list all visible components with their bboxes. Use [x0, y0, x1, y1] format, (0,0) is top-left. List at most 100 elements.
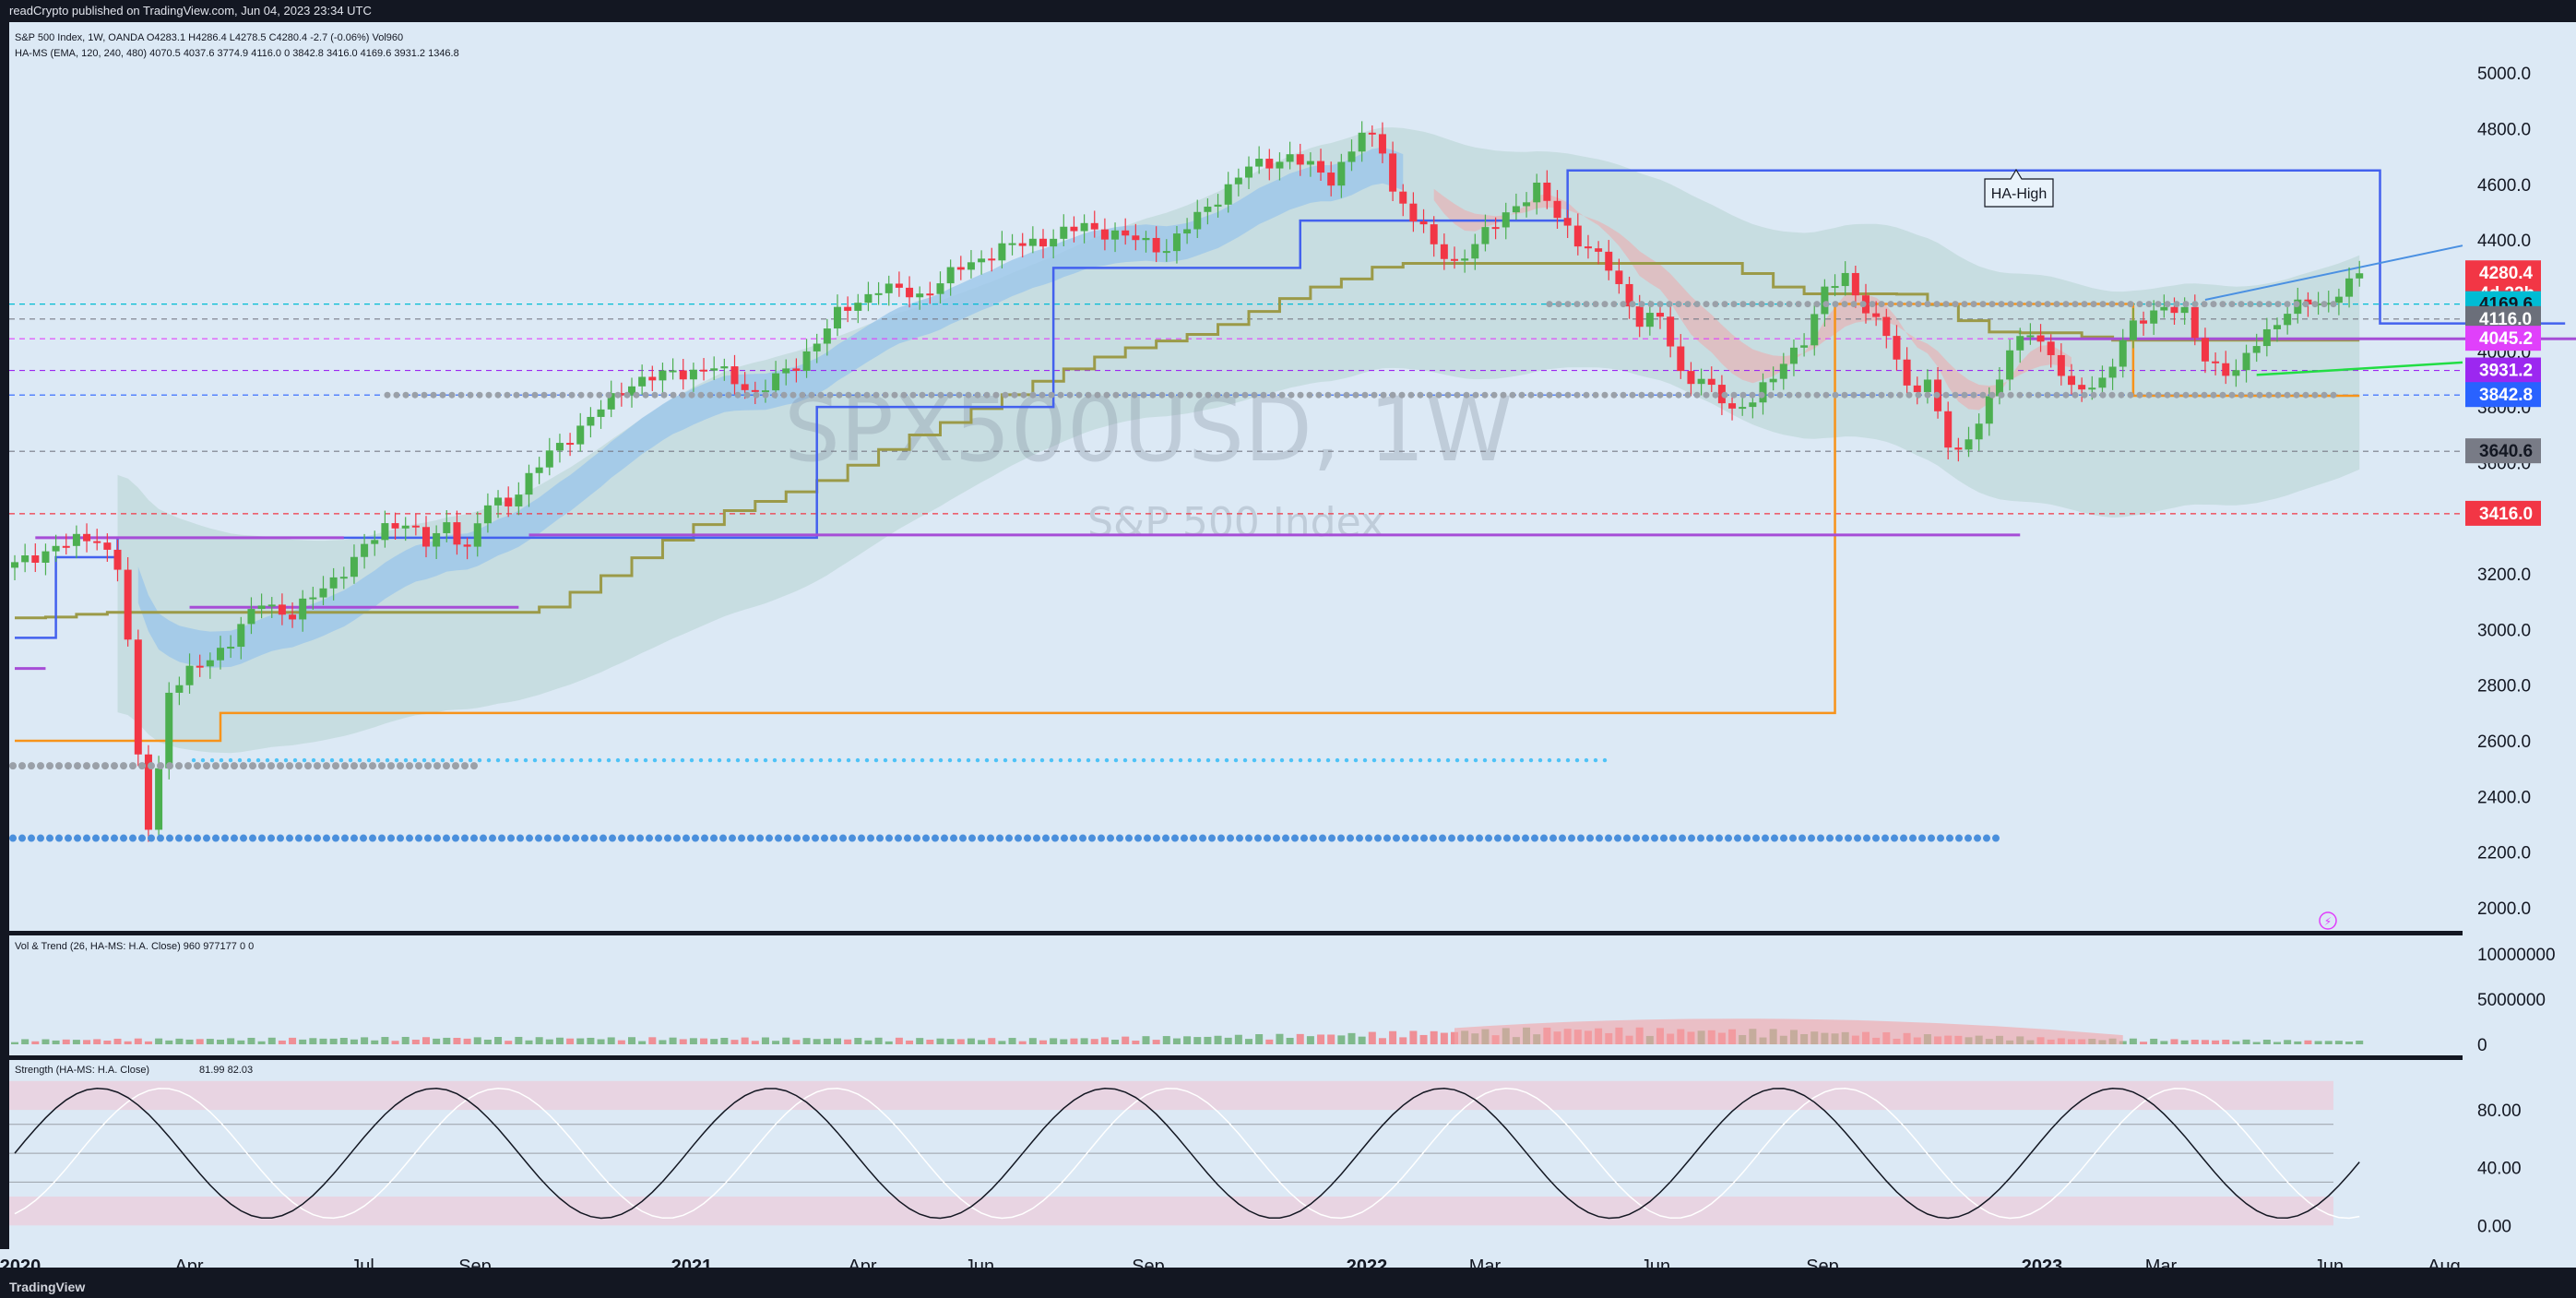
- candle-body: [1378, 134, 1386, 154]
- volume-bar: [1368, 1031, 1376, 1044]
- price-tick-label: 3000.0: [2477, 621, 2531, 640]
- volume-bar: [751, 1041, 759, 1044]
- blue-dot-level: [1420, 834, 1428, 842]
- gray-dot-level: [1786, 391, 1793, 399]
- candle-body: [1882, 316, 1891, 337]
- gray-dot-level: [369, 762, 376, 770]
- gray-dot-level: [2284, 301, 2291, 308]
- volume-bar: [2294, 1041, 2302, 1044]
- cyan-dot-level: [1132, 757, 1137, 763]
- candle-body: [1265, 159, 1274, 169]
- candle-body: [659, 370, 667, 381]
- blue-dot-level: [461, 834, 469, 842]
- candle-body: [946, 267, 955, 284]
- blue-dot-level: [1955, 834, 1963, 842]
- cyan-dot-level: [763, 757, 768, 763]
- blue-dot-level: [1282, 834, 1289, 842]
- candle-body: [2242, 352, 2250, 371]
- cyan-dot-level: [744, 757, 750, 763]
- gray-dot-level: [1481, 391, 1489, 399]
- volume-bar: [257, 1041, 266, 1044]
- gray-dot-level: [1085, 391, 1092, 399]
- gray-dot-level: [1749, 301, 1756, 308]
- gray-dot-level: [203, 762, 210, 770]
- gray-dot-level: [421, 391, 428, 399]
- gray-dot-level: [605, 391, 612, 399]
- blue-dot-level: [1863, 834, 1870, 842]
- candle-body: [1286, 154, 1294, 162]
- cyan-dot-level: [827, 757, 833, 763]
- blue-dot-level: [1236, 834, 1243, 842]
- price-badge-label: 3842.8: [2479, 386, 2533, 405]
- gray-dot-level: [1361, 391, 1369, 399]
- gray-dot-level: [1407, 391, 1415, 399]
- blue-dot-level: [664, 834, 671, 842]
- ha-high-annotation[interactable]: HA-High: [1984, 168, 2054, 208]
- cyan-dot-level: [643, 757, 648, 763]
- volume-bar: [555, 1037, 564, 1044]
- gray-dot-level: [2265, 391, 2273, 399]
- gray-dot-level: [836, 391, 843, 399]
- gray-dot-level: [1426, 391, 1433, 399]
- gray-dot-level: [1260, 391, 1267, 399]
- blue-dot-level: [710, 834, 718, 842]
- blue-dot-level: [1171, 834, 1179, 842]
- gray-dot-level: [1601, 391, 1609, 399]
- candle-body: [1008, 243, 1016, 245]
- blue-dot-level: [443, 834, 450, 842]
- blue-dot-level: [111, 834, 118, 842]
- gray-dot-level: [1822, 391, 1830, 399]
- blue-dot-level: [397, 834, 404, 842]
- gray-dot-level: [2108, 301, 2116, 308]
- volume-bar: [2324, 1041, 2333, 1044]
- volume-bar: [483, 1039, 492, 1044]
- candle-body: [1070, 226, 1078, 232]
- blue-dot-level: [194, 834, 201, 842]
- cyan-dot-level: [1510, 757, 1515, 763]
- gray-dot-level: [1988, 301, 1996, 308]
- volume-bar: [535, 1037, 543, 1044]
- volume-bar: [1255, 1034, 1264, 1044]
- blue-dot-level: [1891, 834, 1898, 842]
- candle-body: [422, 527, 430, 547]
- blue-dot-level: [821, 834, 828, 842]
- candle-body: [473, 523, 481, 547]
- blue-dot-level: [1706, 834, 1714, 842]
- gray-dot-level: [1786, 301, 1793, 308]
- cyan-dot-level: [929, 757, 934, 763]
- cyan-dot-level: [1012, 757, 1017, 763]
- volume-bar: [2232, 1041, 2240, 1044]
- alert-icon[interactable]: [2319, 911, 2337, 930]
- gray-dot-level: [974, 391, 981, 399]
- blue-dot-level: [1568, 834, 1575, 842]
- candle-body: [2356, 273, 2364, 279]
- time-axis-bg: [0, 1249, 2576, 1268]
- blue-dot-level: [424, 834, 432, 842]
- blue-dot-level: [1337, 834, 1345, 842]
- gray-dot-level: [1177, 391, 1184, 399]
- cyan-dot-level: [338, 757, 344, 763]
- blue-dot-level: [341, 834, 349, 842]
- candle-body: [144, 754, 152, 830]
- gray-dot-level: [780, 391, 788, 399]
- candle-body: [1841, 272, 1849, 287]
- chart-canvas[interactable]: SPX500USD, 1W S&P 500 Index HA-High S&P …: [0, 22, 2576, 1268]
- volume-bar: [854, 1038, 862, 1044]
- cyan-dot-level: [615, 757, 621, 763]
- blue-dot-level: [1088, 834, 1096, 842]
- candle-body: [289, 614, 297, 620]
- blue-dot-level: [92, 834, 100, 842]
- volume-bar: [597, 1039, 605, 1044]
- gray-dot-level: [1417, 391, 1424, 399]
- candle-body: [566, 443, 575, 446]
- candle-body: [587, 416, 595, 426]
- gray-dot-level: [1970, 301, 1977, 308]
- gray-dot-level: [2311, 391, 2319, 399]
- price-badge: [2465, 438, 2541, 464]
- cyan-dot-level: [578, 757, 584, 763]
- price-tick-label: 2600.0: [2477, 732, 2531, 752]
- time-tick-label: Sep: [1806, 1256, 1839, 1268]
- cyan-dot-level: [505, 757, 510, 763]
- gray-dot-level: [304, 762, 312, 770]
- candle-body: [247, 609, 255, 625]
